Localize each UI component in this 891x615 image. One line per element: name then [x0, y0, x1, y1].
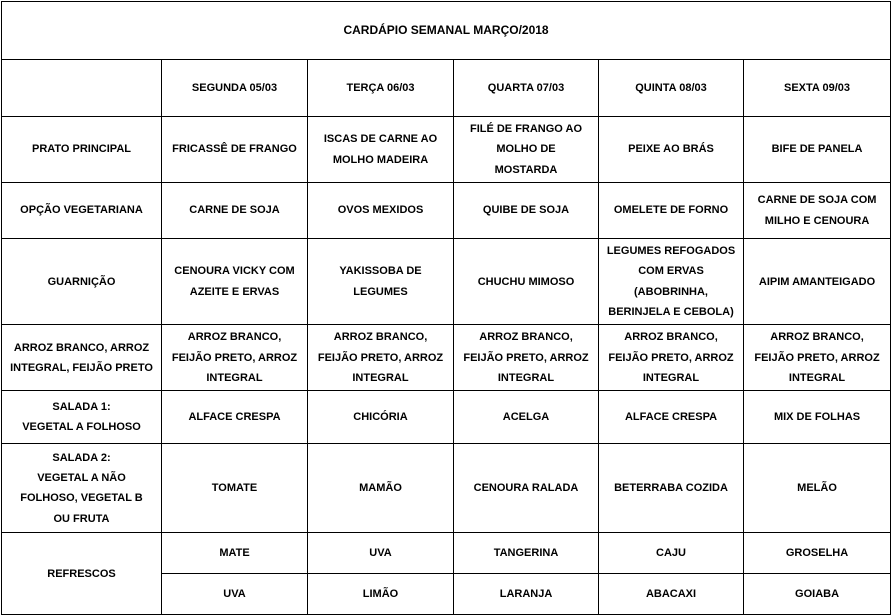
- day-header-quarta: QUARTA 07/03: [453, 59, 599, 117]
- menu-cell: CARNE DE SOJA: [161, 182, 308, 240]
- corner-cell: [1, 59, 162, 117]
- menu-cell: GOIABA: [742, 573, 891, 615]
- menu-cell: CHICÓRIA: [307, 390, 454, 445]
- menu-cell: PEIXE AO BRÁS: [598, 115, 744, 184]
- day-header-row: SEGUNDA 05/03 TERÇA 06/03 QUARTA 07/03 Q…: [1, 59, 891, 117]
- row-label-guarnicao: GUARNIÇÃO: [1, 238, 162, 326]
- menu-cell: LARANJA: [453, 573, 599, 615]
- menu-cell: ARROZ BRANCO, FEIJÃO PRETO, ARROZ INTEGR…: [307, 324, 454, 392]
- menu-cell: FRICASSÊ DE FRANGO: [161, 115, 308, 184]
- menu-cell: QUIBE DE SOJA: [453, 182, 599, 240]
- row-label-refrescos: REFRESCOS: [1, 532, 162, 615]
- day-header-segunda: SEGUNDA 05/03: [161, 59, 308, 117]
- menu-cell: CENOURA RALADA: [453, 443, 599, 534]
- menu-cell: BIFE DE PANELA: [742, 115, 891, 184]
- menu-cell: ACELGA: [453, 390, 599, 445]
- day-header-terca: TERÇA 06/03: [307, 59, 454, 117]
- menu-cell: GROSELHA: [742, 532, 891, 575]
- menu-cell: FILÉ DE FRANGO AO MOLHO DE MOSTARDA: [453, 115, 599, 184]
- menu-cell: UVA: [307, 532, 454, 575]
- menu-cell: YAKISSOBA DE LEGUMES: [307, 238, 454, 326]
- menu-cell: ALFACE CRESPA: [598, 390, 744, 445]
- row-label-salada-2: SALADA 2: VEGETAL A NÃO FOLHOSO, VEGETAL…: [1, 443, 162, 534]
- menu-cell: OVOS MEXIDOS: [307, 182, 454, 240]
- table-row-arroz-feijao: ARROZ BRANCO, ARROZ INTEGRAL, FEIJÃO PRE…: [1, 324, 891, 392]
- menu-cell: AIPIM AMANTEIGADO: [742, 238, 891, 326]
- table-row-refrescos-1: REFRESCOS MATE UVA TANGERINA CAJU GROSEL…: [1, 532, 891, 615]
- row-label-salada-1: SALADA 1: VEGETAL A FOLHOSO: [1, 390, 162, 445]
- row-label-arroz-feijao: ARROZ BRANCO, ARROZ INTEGRAL, FEIJÃO PRE…: [1, 324, 162, 392]
- menu-cell: ISCAS DE CARNE AO MOLHO MADEIRA: [307, 115, 454, 184]
- menu-cell: OMELETE DE FORNO: [598, 182, 744, 240]
- menu-cell: ARROZ BRANCO, FEIJÃO PRETO, ARROZ INTEGR…: [161, 324, 308, 392]
- menu-cell: LIMÃO: [307, 573, 454, 615]
- table-row-prato-principal: PRATO PRINCIPAL FRICASSÊ DE FRANGO ISCAS…: [1, 115, 891, 184]
- day-header-sexta: SEXTA 09/03: [742, 59, 891, 117]
- menu-cell: CAJU: [598, 532, 744, 575]
- table-row-salada-2: SALADA 2: VEGETAL A NÃO FOLHOSO, VEGETAL…: [1, 443, 891, 534]
- menu-cell: ARROZ BRANCO, FEIJÃO PRETO, ARROZ INTEGR…: [453, 324, 599, 392]
- table-row-salada-1: SALADA 1: VEGETAL A FOLHOSO ALFACE CRESP…: [1, 390, 891, 445]
- row-label-opcao-vegetariana: OPÇÃO VEGETARIANA: [1, 182, 162, 240]
- menu-cell: UVA: [161, 573, 308, 615]
- menu-cell: ALFACE CRESPA: [161, 390, 308, 445]
- table-row-guarnicao: GUARNIÇÃO CENOURA VICKY COM AZEITE E ERV…: [1, 238, 891, 326]
- title-row: CARDÁPIO SEMANAL MARÇO/2018: [0, 1, 891, 60]
- day-header-quinta: QUINTA 08/03: [598, 59, 744, 117]
- menu-cell: BETERRABA COZIDA: [598, 443, 744, 534]
- menu-cell: MATE: [161, 532, 308, 575]
- row-label-prato-principal: PRATO PRINCIPAL: [1, 115, 162, 184]
- menu-cell: MIX DE FOLHAS: [742, 390, 891, 445]
- menu-cell: ARROZ BRANCO, FEIJÃO PRETO, ARROZ INTEGR…: [598, 324, 744, 392]
- page-title: CARDÁPIO SEMANAL MARÇO/2018: [0, 1, 891, 60]
- menu-cell: CHUCHU MIMOSO: [453, 238, 599, 326]
- menu-cell: MELÃO: [742, 443, 891, 534]
- menu-cell: CARNE DE SOJA COM MILHO E CENOURA: [742, 182, 891, 240]
- menu-cell: ARROZ BRANCO, FEIJÃO PRETO, ARROZ INTEGR…: [742, 324, 891, 392]
- menu-cell: LEGUMES REFOGADOS COM ERVAS (ABOBRINHA, …: [598, 238, 744, 326]
- menu-cell: TANGERINA: [453, 532, 599, 575]
- menu-cell: CENOURA VICKY COM AZEITE E ERVAS: [161, 238, 308, 326]
- table-row-opcao-vegetariana: OPÇÃO VEGETARIANA CARNE DE SOJA OVOS MEX…: [1, 182, 891, 240]
- menu-cell: MAMÃO: [307, 443, 454, 534]
- menu-cell: ABACAXI: [598, 573, 744, 615]
- menu-cell: TOMATE: [161, 443, 308, 534]
